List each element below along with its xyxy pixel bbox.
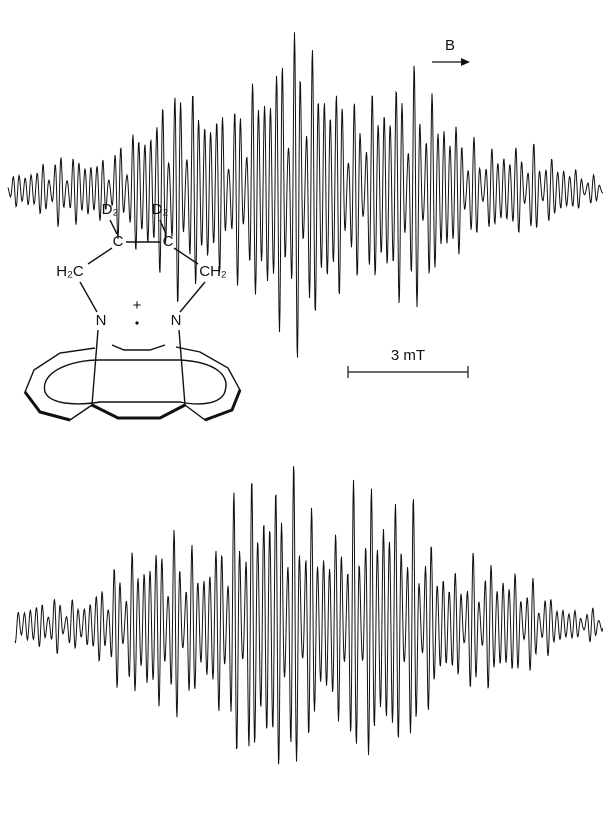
atom-label: CH₂ <box>199 263 227 280</box>
scale-bar <box>348 366 468 378</box>
atom-label: C <box>113 233 124 250</box>
figure: B 3 mT D₂ D₂ C C H₂C CH₂ N N + <box>0 0 603 813</box>
atom-label: D₂ <box>152 201 169 218</box>
spectrum-trace <box>15 466 603 764</box>
field-arrow <box>432 58 470 66</box>
structure: D₂ D₂ C C H₂C CH₂ N N + <box>25 201 240 420</box>
scale-bar-label: 3 mT <box>391 347 425 364</box>
atom-label: D₂ <box>102 201 119 218</box>
atom-label: N <box>171 312 182 329</box>
field-label: B <box>445 37 455 54</box>
bottom-spectrum <box>15 466 603 764</box>
top-spectrum <box>8 32 603 357</box>
charge: + <box>133 297 142 314</box>
atom-label: N <box>96 312 107 329</box>
atom-label: H₂C <box>56 263 84 280</box>
spectrum-trace <box>8 32 603 357</box>
radical-dot <box>135 321 138 324</box>
atom-label: C <box>163 233 174 250</box>
